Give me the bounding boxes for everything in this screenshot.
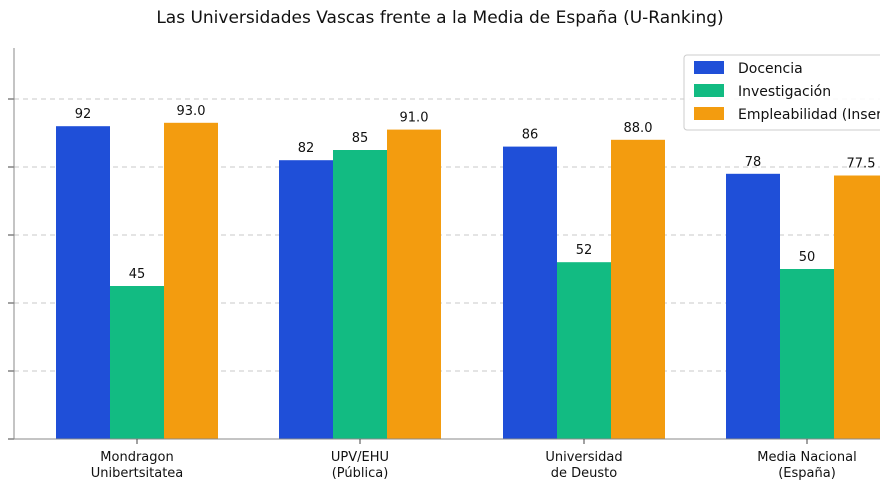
legend-label: Docencia — [738, 61, 803, 77]
bar-investigación — [333, 150, 387, 439]
x-tick-label-line: Unibertsitatea — [91, 466, 184, 481]
legend-swatch — [694, 61, 724, 74]
x-tick-label-line: (Pública) — [332, 466, 389, 481]
bar-docencia — [56, 126, 110, 439]
bar-value-label: 77.5 — [847, 157, 876, 172]
x-tick-label: Universidad de Deusto — [545, 450, 622, 481]
bar-value-label: 52 — [576, 243, 593, 258]
bar-value-label: 50 — [799, 250, 816, 265]
bar-value-label: 86 — [522, 128, 539, 143]
bar-value-label: 93.0 — [177, 104, 206, 119]
x-tick-label-line: UPV/EHU — [331, 450, 389, 465]
bar-value-label: 45 — [129, 267, 146, 282]
x-tick-label-line: Universidad — [545, 450, 622, 465]
bar-value-label: 91.0 — [400, 111, 429, 126]
x-tick-label: UPV/EHU (Pública) — [331, 450, 389, 481]
x-tick-label-line: (España) — [778, 466, 836, 481]
legend-swatch — [694, 107, 724, 120]
bar-value-label: 88.0 — [624, 121, 653, 136]
bar-investigación — [780, 269, 834, 439]
chart-title: Las Universidades Vascas frente a la Med… — [156, 8, 724, 28]
bar-empleabilidad — [611, 139, 665, 440]
bar-docencia — [279, 160, 333, 439]
bar-investigación — [557, 262, 611, 439]
bar-value-label: 78 — [745, 155, 762, 170]
bar-value-label: 85 — [352, 131, 369, 146]
legend-box — [683, 54, 880, 131]
legend-label: Empleabilidad (Inserc — [738, 107, 880, 123]
bar-empleabilidad — [834, 175, 880, 439]
x-tick-label: Mondragon Unibertsitatea — [91, 450, 184, 481]
bar-empleabilidad — [164, 122, 218, 440]
legend-swatch — [694, 84, 724, 97]
bar-docencia — [726, 173, 780, 440]
bar-empleabilidad — [387, 129, 441, 439]
legend-label: Investigación — [738, 84, 831, 100]
bar-investigación — [110, 286, 164, 439]
bar-value-label: 92 — [75, 107, 92, 122]
x-tick-label-line: de Deusto — [551, 466, 618, 481]
x-tick-label-line: Media Nacional — [757, 450, 856, 465]
bar-docencia — [503, 146, 557, 439]
x-tick-label: Media Nacional (España) — [757, 450, 856, 481]
x-tick-label-line: Mondragon — [100, 450, 173, 465]
bar-value-label: 82 — [298, 141, 315, 156]
